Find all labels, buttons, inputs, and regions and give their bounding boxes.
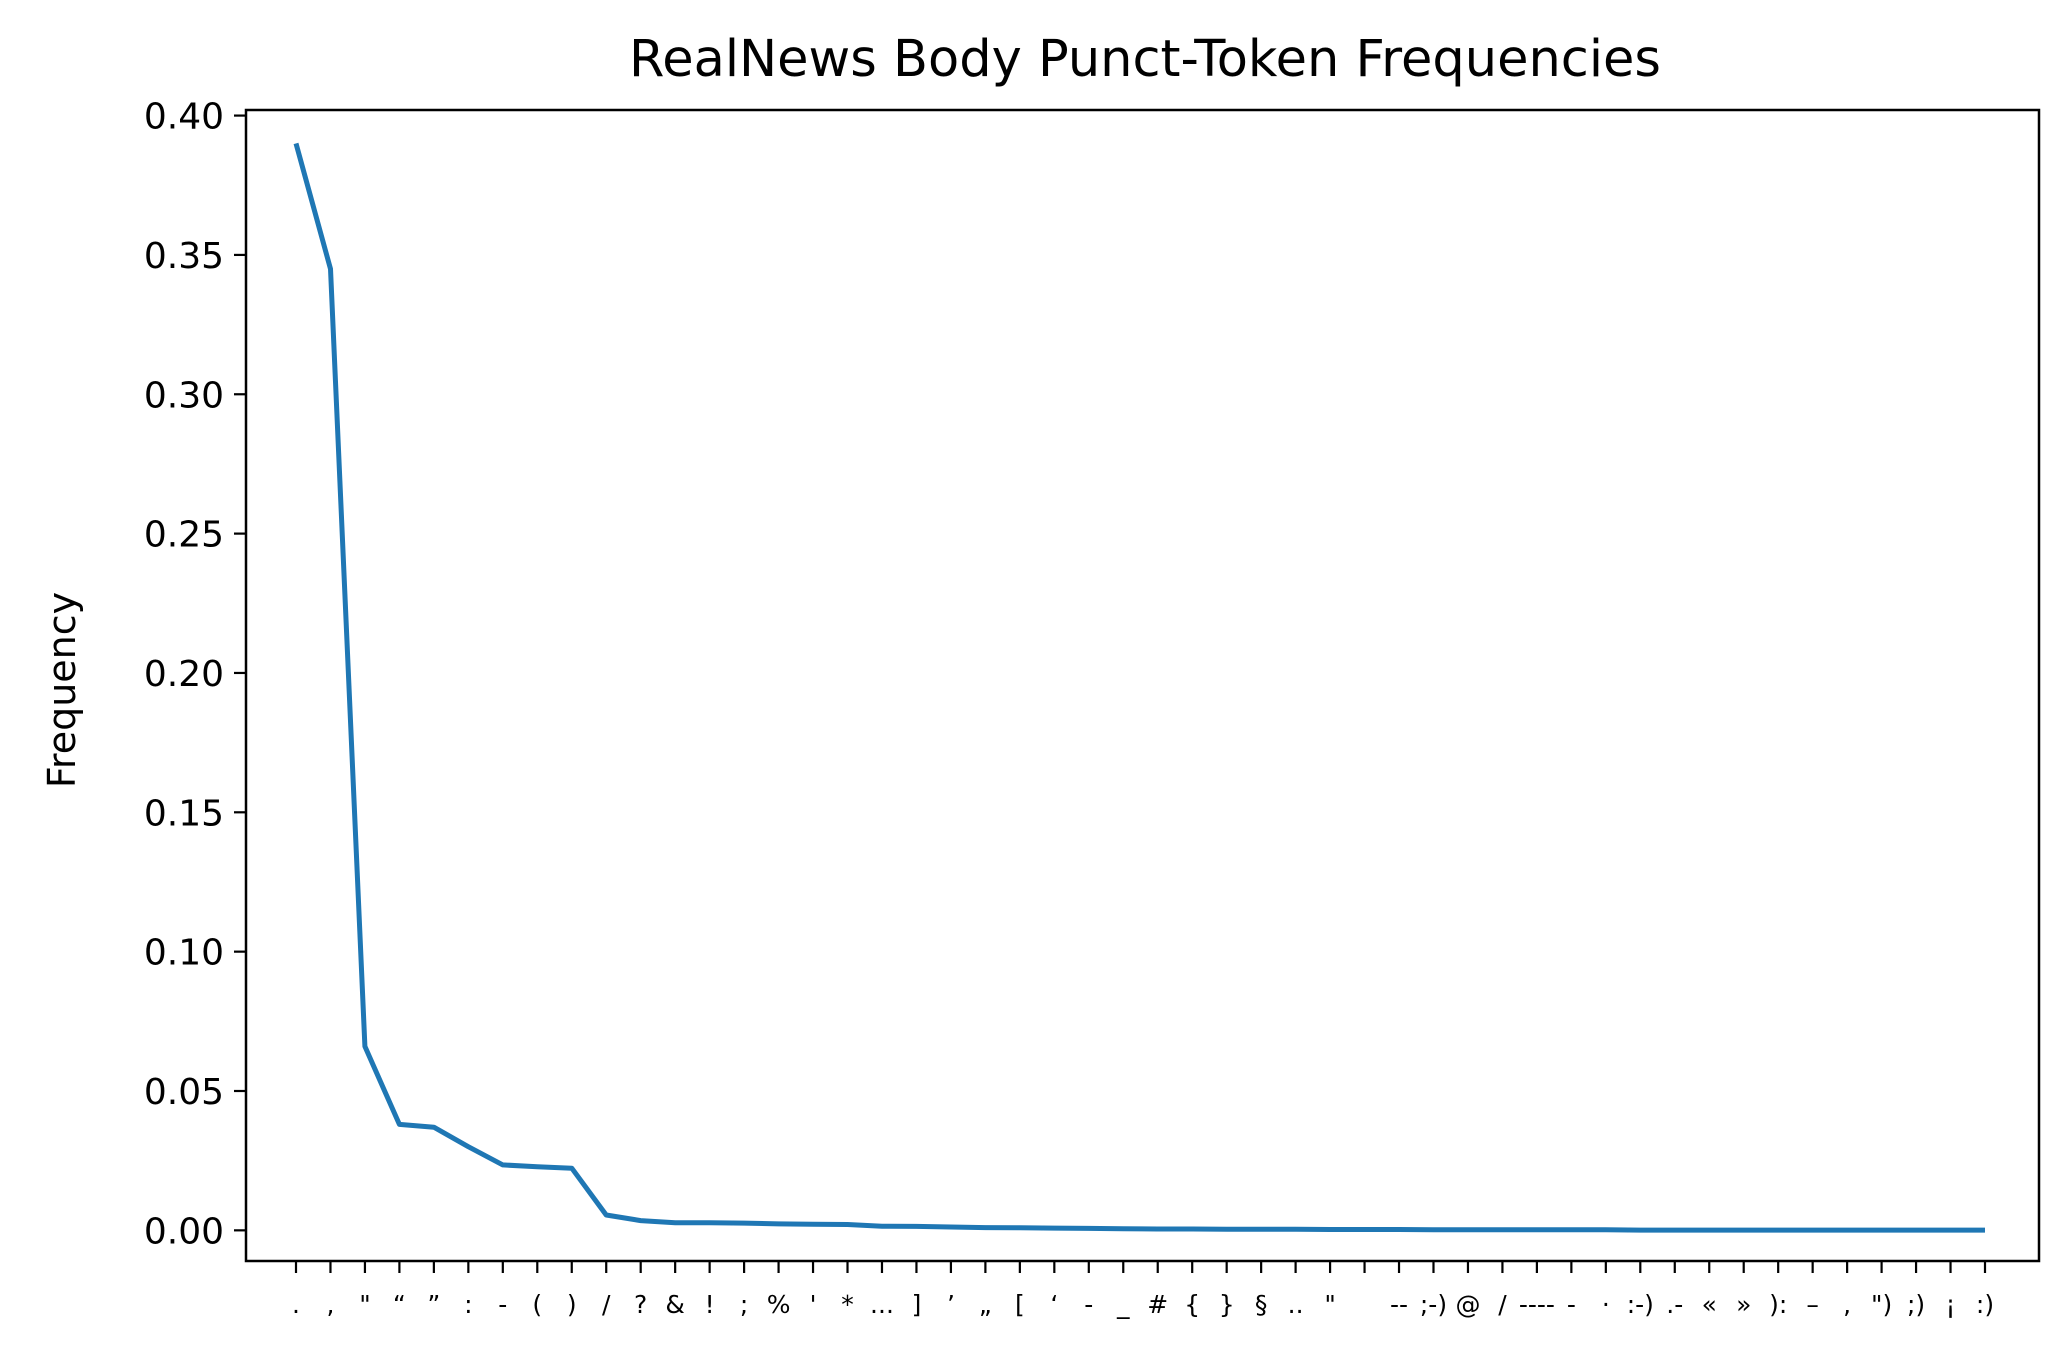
x-tick-label: .. — [1288, 1290, 1304, 1319]
x-tick-label: , — [1843, 1290, 1851, 1319]
chart-title: RealNews Body Punct-Token Frequencies — [629, 30, 1661, 89]
x-tick-label: « — [1702, 1290, 1717, 1319]
x-tick-label: ) — [567, 1290, 577, 1319]
x-tick-label: @ — [1455, 1290, 1480, 1319]
x-tick-label: } — [1219, 1290, 1235, 1319]
x-tick-label: ") — [1871, 1290, 1892, 1319]
x-axis: ., " “”: -() /? &!;% ' *...]’ „[‘- _ #{} §.. " -- ;-) @… — [292, 1261, 1994, 1319]
x-tick-label: " — [359, 1290, 371, 1319]
x-tick-label: ] — [912, 1290, 922, 1319]
x-tick-label: „ — [979, 1290, 992, 1319]
y-tick-label: 0.30 — [144, 375, 224, 416]
series-line-0 — [293, 142, 1985, 1233]
x-tick-label: ' — [810, 1290, 817, 1319]
x-tick-label: ... — [870, 1290, 894, 1319]
x-tick-label: “ — [393, 1290, 406, 1319]
x-tick-label: ): — [1769, 1290, 1787, 1319]
x-tick-label: - — [498, 1290, 507, 1319]
x-tick-label: ; — [740, 1290, 748, 1319]
x-tick-label: % — [767, 1290, 791, 1319]
x-tick-label: ;) — [1907, 1290, 1925, 1319]
x-tick-label: # — [1147, 1290, 1168, 1319]
x-tick-label: ¡ — [1946, 1290, 1956, 1319]
x-tick-label: – — [1806, 1290, 1819, 1319]
x-tick-label: , — [326, 1290, 334, 1319]
x-tick-label: ? — [634, 1290, 647, 1319]
x-tick-label: . — [292, 1290, 300, 1319]
x-tick-label: / — [602, 1290, 611, 1319]
plot-series — [293, 142, 1985, 1233]
x-tick-label: .- — [1666, 1290, 1683, 1319]
x-tick-label: ( — [532, 1290, 542, 1319]
x-tick-label: / — [1498, 1290, 1507, 1319]
x-tick-label: ;-) — [1420, 1290, 1447, 1319]
x-tick-label: ---- — [1519, 1290, 1555, 1319]
y-tick-label: 0.05 — [144, 1072, 224, 1113]
x-tick-label: & — [665, 1290, 685, 1319]
x-tick-label: ’ — [947, 1290, 955, 1319]
x-tick-label: - — [1567, 1290, 1576, 1319]
x-tick-label: [ — [1015, 1290, 1025, 1319]
y-axis: 0.00 0.05 0.10 0.15 0.20 0.25 0.30 0.35 0.40 — [144, 97, 246, 1252]
x-tick-label: { — [1184, 1290, 1200, 1319]
x-tick-label: § — [1255, 1290, 1268, 1319]
y-tick-label: 0.40 — [144, 97, 224, 138]
y-tick-label: 0.10 — [144, 933, 224, 974]
y-tick-label: 0.15 — [144, 793, 224, 834]
y-tick-label: 0.20 — [144, 654, 224, 695]
x-tick-label: : — [464, 1290, 472, 1319]
x-tick-label: » — [1736, 1290, 1751, 1319]
x-tick-label: ! — [705, 1290, 715, 1319]
x-tick-label: " — [1324, 1290, 1336, 1319]
x-tick-label: - — [1084, 1290, 1093, 1319]
x-tick-label: -- — [1390, 1290, 1408, 1319]
x-tick-label: :-) — [1627, 1290, 1654, 1319]
x-tick-label: ” — [427, 1290, 440, 1319]
x-tick-label: * — [841, 1290, 854, 1319]
y-axis-label: Frequency — [40, 592, 84, 788]
y-tick-label: 0.00 — [144, 1211, 224, 1252]
x-tick-label: · — [1602, 1290, 1610, 1319]
plot-frame — [244, 108, 2041, 1263]
x-tick-label: ‘ — [1050, 1290, 1058, 1319]
x-tick-label: :) — [1976, 1290, 1994, 1319]
y-tick-label: 0.35 — [144, 236, 224, 277]
x-tick-label: _ — [1116, 1290, 1130, 1319]
y-tick-label: 0.25 — [144, 515, 224, 556]
